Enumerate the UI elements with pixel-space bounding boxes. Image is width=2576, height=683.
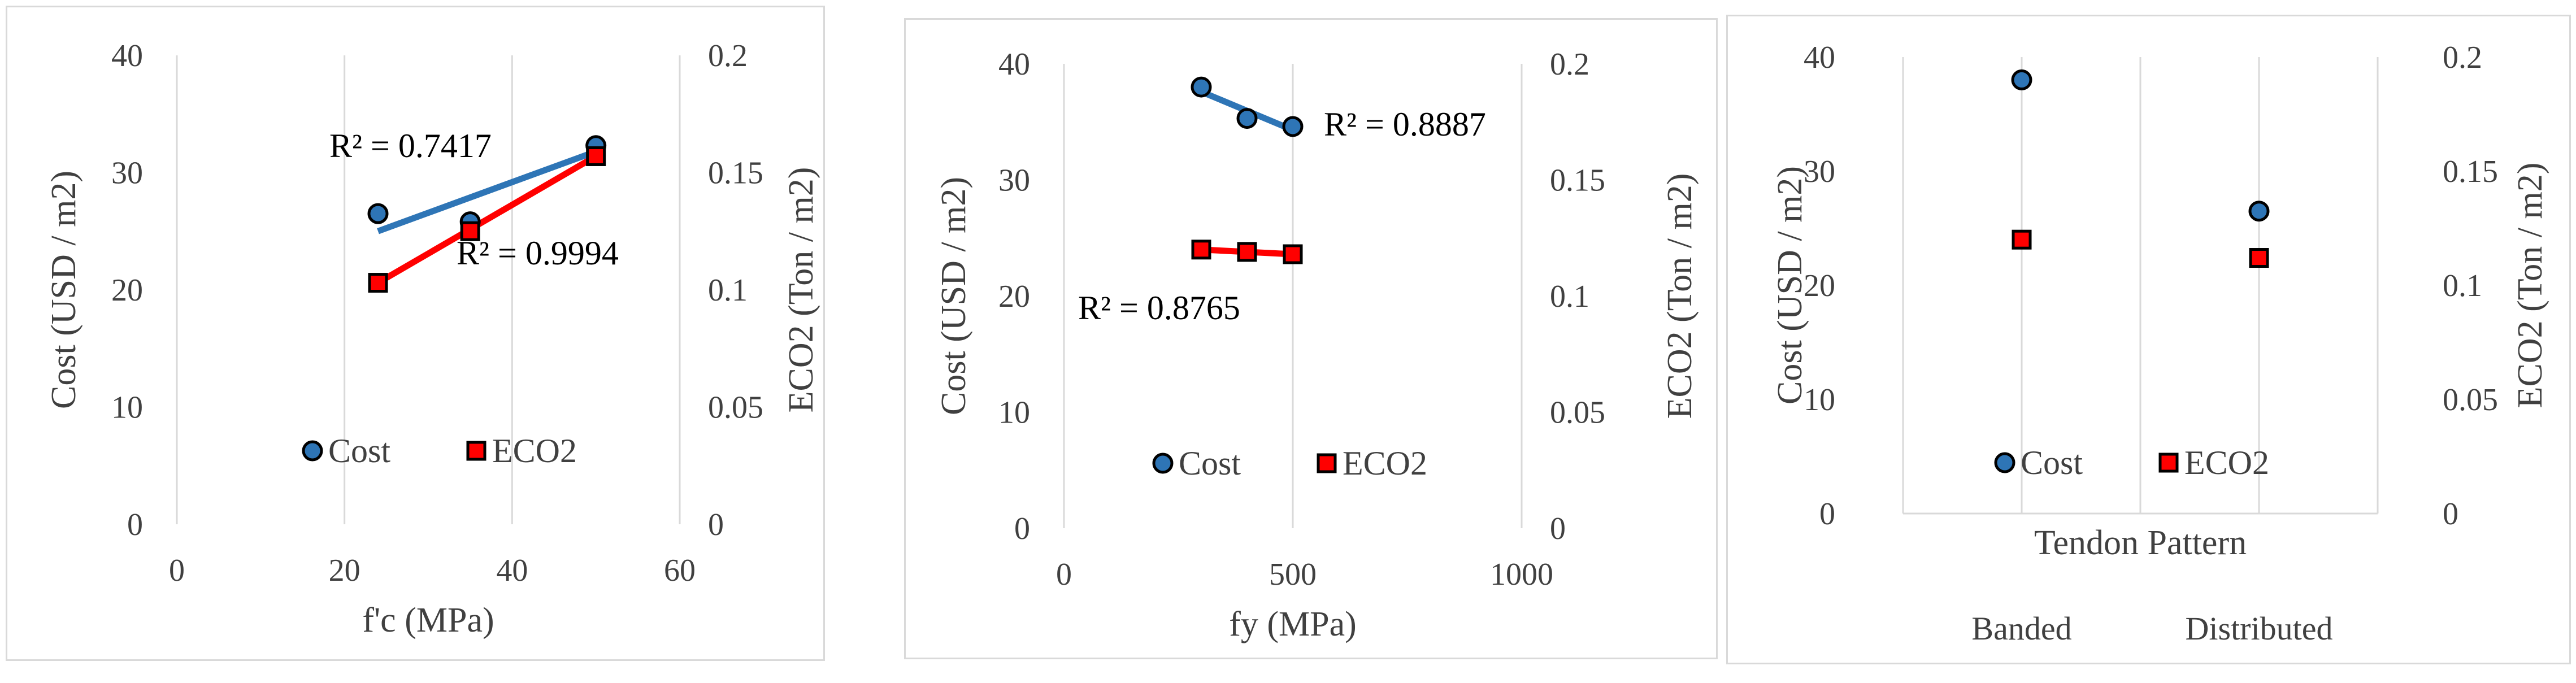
y-tick-label: 10 [1804,382,1835,417]
marker-eco2 [1191,240,1211,260]
marker-eco2 [1283,244,1303,264]
y-tick-label: 20 [111,273,143,308]
y-tick-label: 20 [1804,268,1835,303]
y-tick-label: 10 [998,395,1030,430]
legend-marker-eco2 [2158,453,2179,473]
r2-label-eco2: R² = 0.9994 [457,234,619,272]
y2-tick-label: 0.1 [2443,268,2482,303]
x-tick-label: 0 [1056,557,1072,592]
trendline-eco2 [376,153,598,286]
r2-label-eco2: R² = 0.8765 [1078,289,1240,327]
y2-tick-label: 0.15 [1550,163,1605,198]
legend-marker-eco2 [466,441,486,461]
legend-label-cost: Cost [1179,445,1241,482]
y-tick-label: 0 [127,507,143,542]
y-axis-title: Cost (USD / m2) [1771,166,1809,404]
marker-cost [1236,108,1258,129]
marker-eco2 [586,146,606,166]
y-tick-label: 30 [1804,154,1835,189]
marker-cost [2248,201,2270,222]
x-tick-label: 1000 [1490,557,1553,592]
y-tick-label: 40 [111,38,143,73]
marker-eco2 [2012,229,2032,250]
y2-tick-label: 0.05 [2443,382,2498,417]
marker-eco2 [2249,248,2269,268]
y2-tick-label: 0.05 [708,390,763,425]
y-tick-label: 30 [998,163,1030,198]
x-axis-title: Tendon Pattern [2034,524,2247,562]
x-axis-title: f'c (MPa) [362,601,494,640]
category-label: Banded [1971,610,2071,647]
chart-fy: 0 10 20 30 40 0 0.05 0.1 0.15 0.2 0 500 1000 fy (MPa)… [935,47,1699,643]
legend-label-cost: Cost [328,432,390,469]
chart-panel-fc: 0 10 20 30 40 0 0.05 0.1 0.15 0.2 0 20 40 60 f'c (MPa)… [6,6,825,661]
chart-panel-tendon: 0 10 20 30 40 0 0.05 0.1 0.15 0.2 Banded Distribute… [1726,15,2571,664]
y2-tick-label: 0.05 [1550,395,1605,430]
y2-axis-title: ECO2 (Ton / m2) [782,167,820,413]
x-tick-label: 60 [664,553,696,588]
y-tick-label: 0 [1014,511,1030,546]
chart-tendon-pattern: 0 10 20 30 40 0 0.05 0.1 0.15 0.2 Banded Distribute… [1771,40,2549,647]
marker-eco2 [368,273,388,293]
y2-tick-label: 0.2 [708,38,748,73]
legend-marker-cost [1994,452,2015,473]
marker-eco2 [1237,242,1257,262]
y-axis-title: Cost (USD / m2) [45,171,83,409]
y-tick-label: 40 [998,47,1030,82]
x-tick-label: 40 [496,553,528,588]
x-axis-title: fy (MPa) [1229,605,1357,643]
y-tick-label: 30 [111,156,143,191]
y-tick-label: 0 [1819,497,1835,532]
r2-label-cost: R² = 0.8887 [1324,106,1486,143]
r2-label-cost: R² = 0.7417 [329,127,492,164]
marker-cost [367,203,389,224]
y-tick-label: 20 [998,279,1030,314]
chart-fc: 0 10 20 30 40 0 0.05 0.1 0.15 0.2 0 20 40 60 f'c (MPa)… [45,38,820,640]
y2-tick-label: 0 [1550,511,1566,546]
y2-axis-title: ECO2 (Ton / m2) [2511,163,2549,408]
x-tick-label: 0 [169,553,185,588]
marker-cost [1282,116,1304,137]
y2-tick-label: 0 [708,507,724,542]
y-tick-label: 40 [1804,40,1835,75]
y2-axis-title: ECO2 (Ton / m2) [1661,173,1699,419]
legend-marker-eco2 [1317,453,1337,473]
category-label: Distributed [2186,610,2333,647]
y-axis-title: Cost (USD / m2) [935,177,973,415]
legend-marker-cost [1152,453,1174,474]
y2-tick-label: 0.15 [2443,154,2498,189]
trendline-cost [377,148,597,234]
legend-label-eco2: ECO2 [2184,444,2269,481]
legend-label-eco2: ECO2 [1343,445,1427,482]
x-tick-label: 20 [329,553,360,588]
x-tick-label: 500 [1269,557,1317,592]
y-tick-label: 10 [111,390,143,425]
marker-cost [1191,76,1212,98]
legend-label-eco2: ECO2 [492,432,577,469]
marker-cost [2011,69,2032,90]
y2-tick-label: 0.1 [708,273,748,308]
legend-label-cost: Cost [2021,444,2083,481]
y2-tick-label: 0.1 [1550,279,1589,314]
marker-eco2 [460,221,480,241]
y2-tick-label: 0.2 [1550,47,1589,82]
chart-panel-fy: 0 10 20 30 40 0 0.05 0.1 0.15 0.2 0 500 1000 fy (MPa)… [904,18,1718,659]
y2-tick-label: 0 [2443,497,2458,532]
legend-marker-cost [302,440,323,462]
y2-tick-label: 0.15 [708,156,763,191]
y2-tick-label: 0.2 [2443,40,2482,75]
